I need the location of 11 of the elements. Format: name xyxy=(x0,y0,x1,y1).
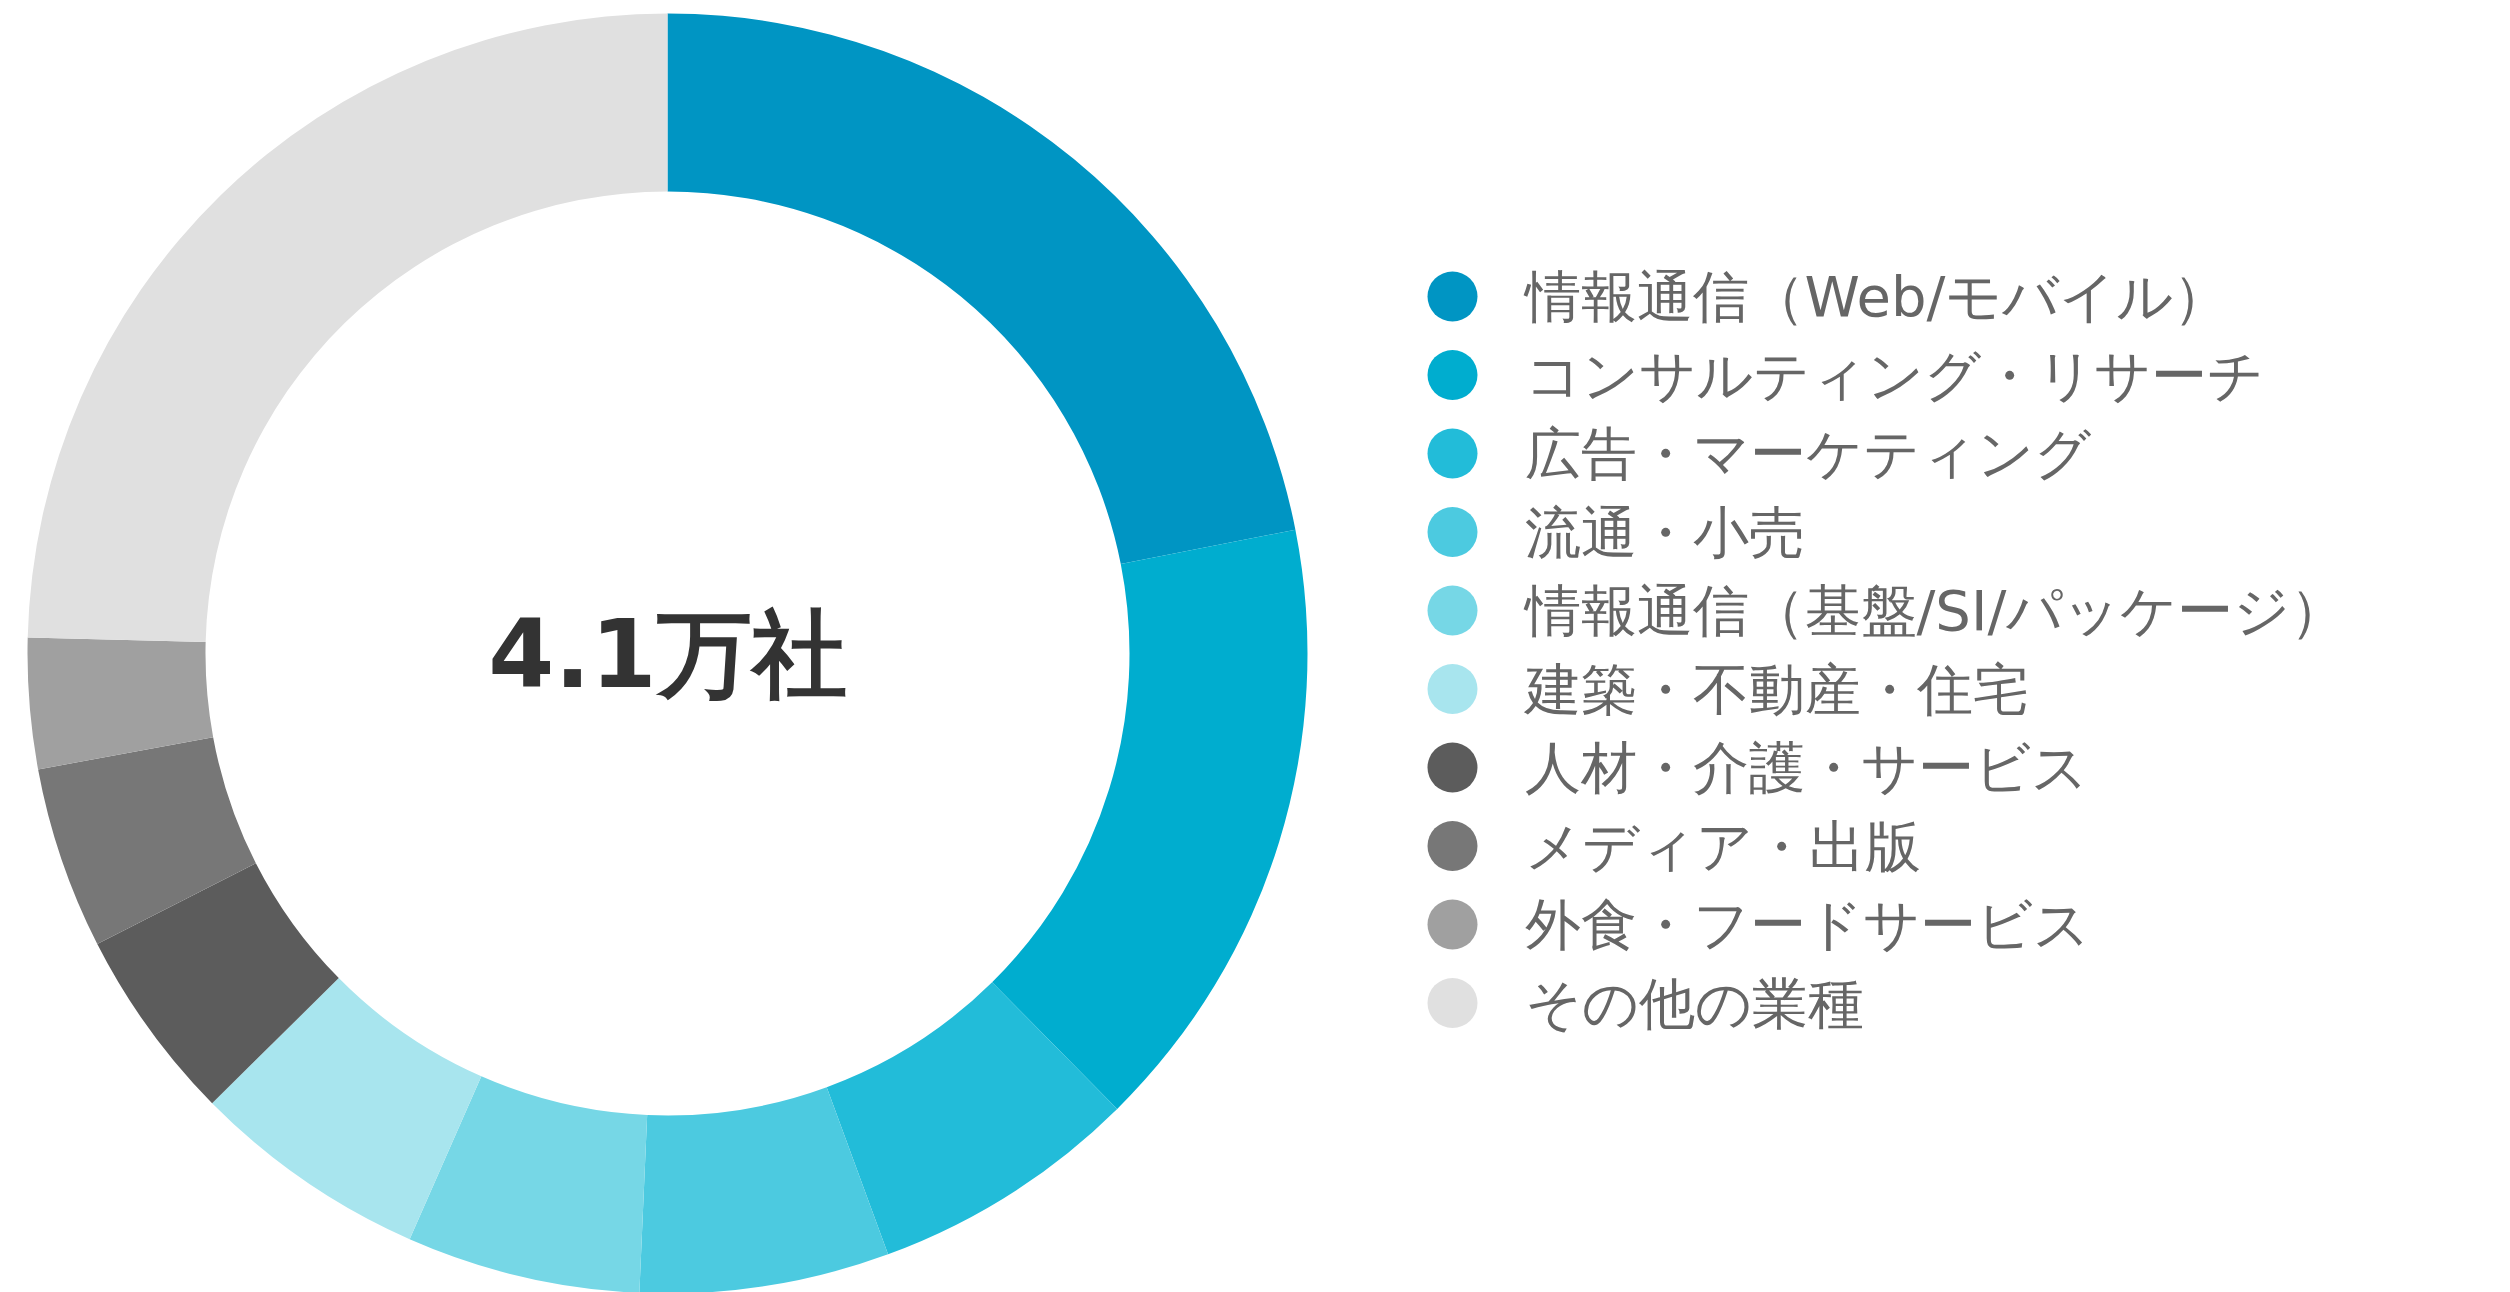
legend-label: その他の業種 xyxy=(1524,970,1864,1036)
legend-label: 外食・フードサービス xyxy=(1524,892,2090,957)
legend-label: 広告・マーケティング xyxy=(1524,421,2092,486)
legend-label: 情報通信（基盤/SI/パッケージ） xyxy=(1522,578,2347,643)
legend-label: 人材・介護・サービス xyxy=(1524,735,2088,800)
legend-label: メディア・出版 xyxy=(1524,813,1921,879)
text: 4.1万社 xyxy=(488,598,847,709)
legend-label: 建築・不動産・住宅 xyxy=(1522,656,2029,722)
legend-label: 流通・小売 xyxy=(1524,499,1805,565)
legend-label: コンサルティング・リサーチ xyxy=(1524,342,2264,408)
legend-label: 情報通信（Web/モバイル） xyxy=(1522,264,2230,329)
